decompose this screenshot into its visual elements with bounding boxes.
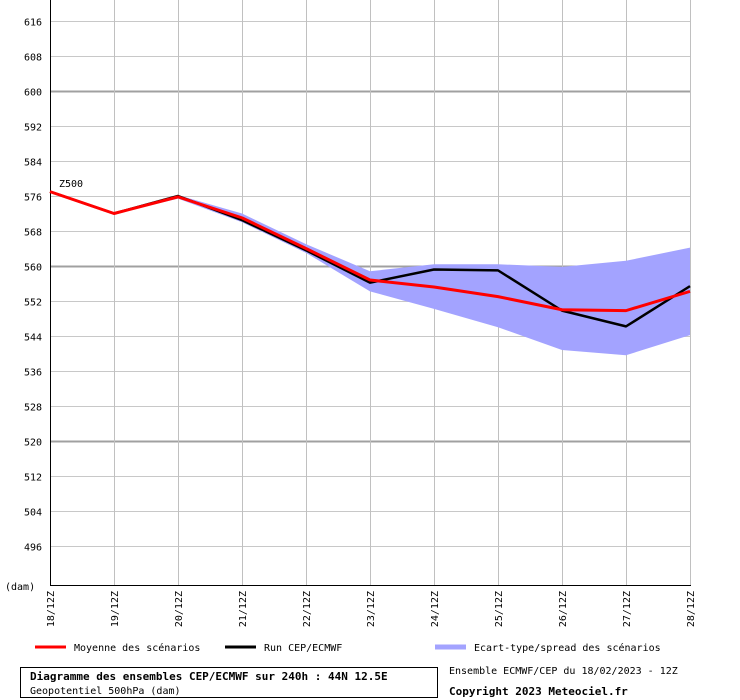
series-lines — [49, 190, 691, 328]
y-tick-label: 592 — [24, 123, 42, 134]
x-tick-label: 20/12Z — [174, 591, 185, 627]
legend: Moyenne des scénarios Run CEP/ECMWF Ecart-… — [35, 642, 661, 654]
spread-band — [50, 191, 690, 356]
y-tick-label: 568 — [24, 228, 42, 239]
x-tick-label: 21/12Z — [238, 591, 249, 627]
y-tick-label: 584 — [24, 158, 42, 169]
mean-series-line — [49, 190, 691, 313]
legend-run-label: Run CEP/ECMWF — [264, 643, 342, 654]
y-tick-label: 600 — [24, 88, 42, 99]
y-tick-label: 576 — [24, 193, 42, 204]
x-tick-label: 24/12Z — [430, 591, 441, 627]
y-tick-label: 544 — [24, 333, 42, 344]
y-tick-label: 512 — [24, 473, 42, 484]
tick-labels: 616 608 600 592 584 576 568 560 552 544 536 528 520 5… — [5, 18, 697, 628]
legend-mean-label: Moyenne des scénarios — [74, 642, 200, 654]
y-tick-label: 520 — [24, 438, 42, 449]
x-tick-label: 27/12Z — [622, 591, 633, 627]
run-info: Ensemble ECMWF/CEP du 18/02/2023 - 12Z — [449, 666, 678, 677]
diagram-title: Diagramme des ensembles CEP/ECMWF sur 24… — [30, 670, 388, 683]
spread-band-layer — [50, 191, 690, 356]
legend-spread-label: Ecart-type/spread des scénarios — [474, 642, 661, 654]
x-tick-label: 23/12Z — [366, 591, 377, 627]
y-tick-label: 536 — [24, 368, 42, 379]
y-tick-label: 616 — [24, 18, 42, 29]
x-tick-label: 22/12Z — [302, 591, 313, 627]
diagram-subtitle: Geopotentiel 500hPa (dam) — [30, 686, 181, 697]
x-tick-label: 19/12Z — [110, 591, 121, 627]
y-tick-label: 528 — [24, 403, 42, 414]
copyright: Copyright 2023 Meteociel.fr — [449, 685, 628, 698]
series-label: Z500 — [59, 179, 83, 190]
y-tick-label: 496 — [24, 543, 42, 554]
diagram-info-box: Diagramme des ensembles CEP/ECMWF sur 24… — [20, 667, 438, 698]
ensemble-chart: 616 608 600 592 584 576 568 560 552 544 536 528 520 5… — [5, 0, 697, 654]
y-unit-label: (dam) — [5, 582, 35, 593]
x-tick-label: 18/12Z — [46, 591, 57, 627]
y-tick-label: 552 — [24, 298, 42, 309]
y-tick-label: 504 — [24, 508, 42, 519]
x-tick-label: 25/12Z — [494, 591, 505, 627]
x-tick-label: 28/12Z — [686, 591, 697, 627]
y-tick-label: 560 — [24, 263, 42, 274]
y-tick-label: 608 — [24, 53, 42, 64]
x-tick-label: 26/12Z — [558, 591, 569, 627]
